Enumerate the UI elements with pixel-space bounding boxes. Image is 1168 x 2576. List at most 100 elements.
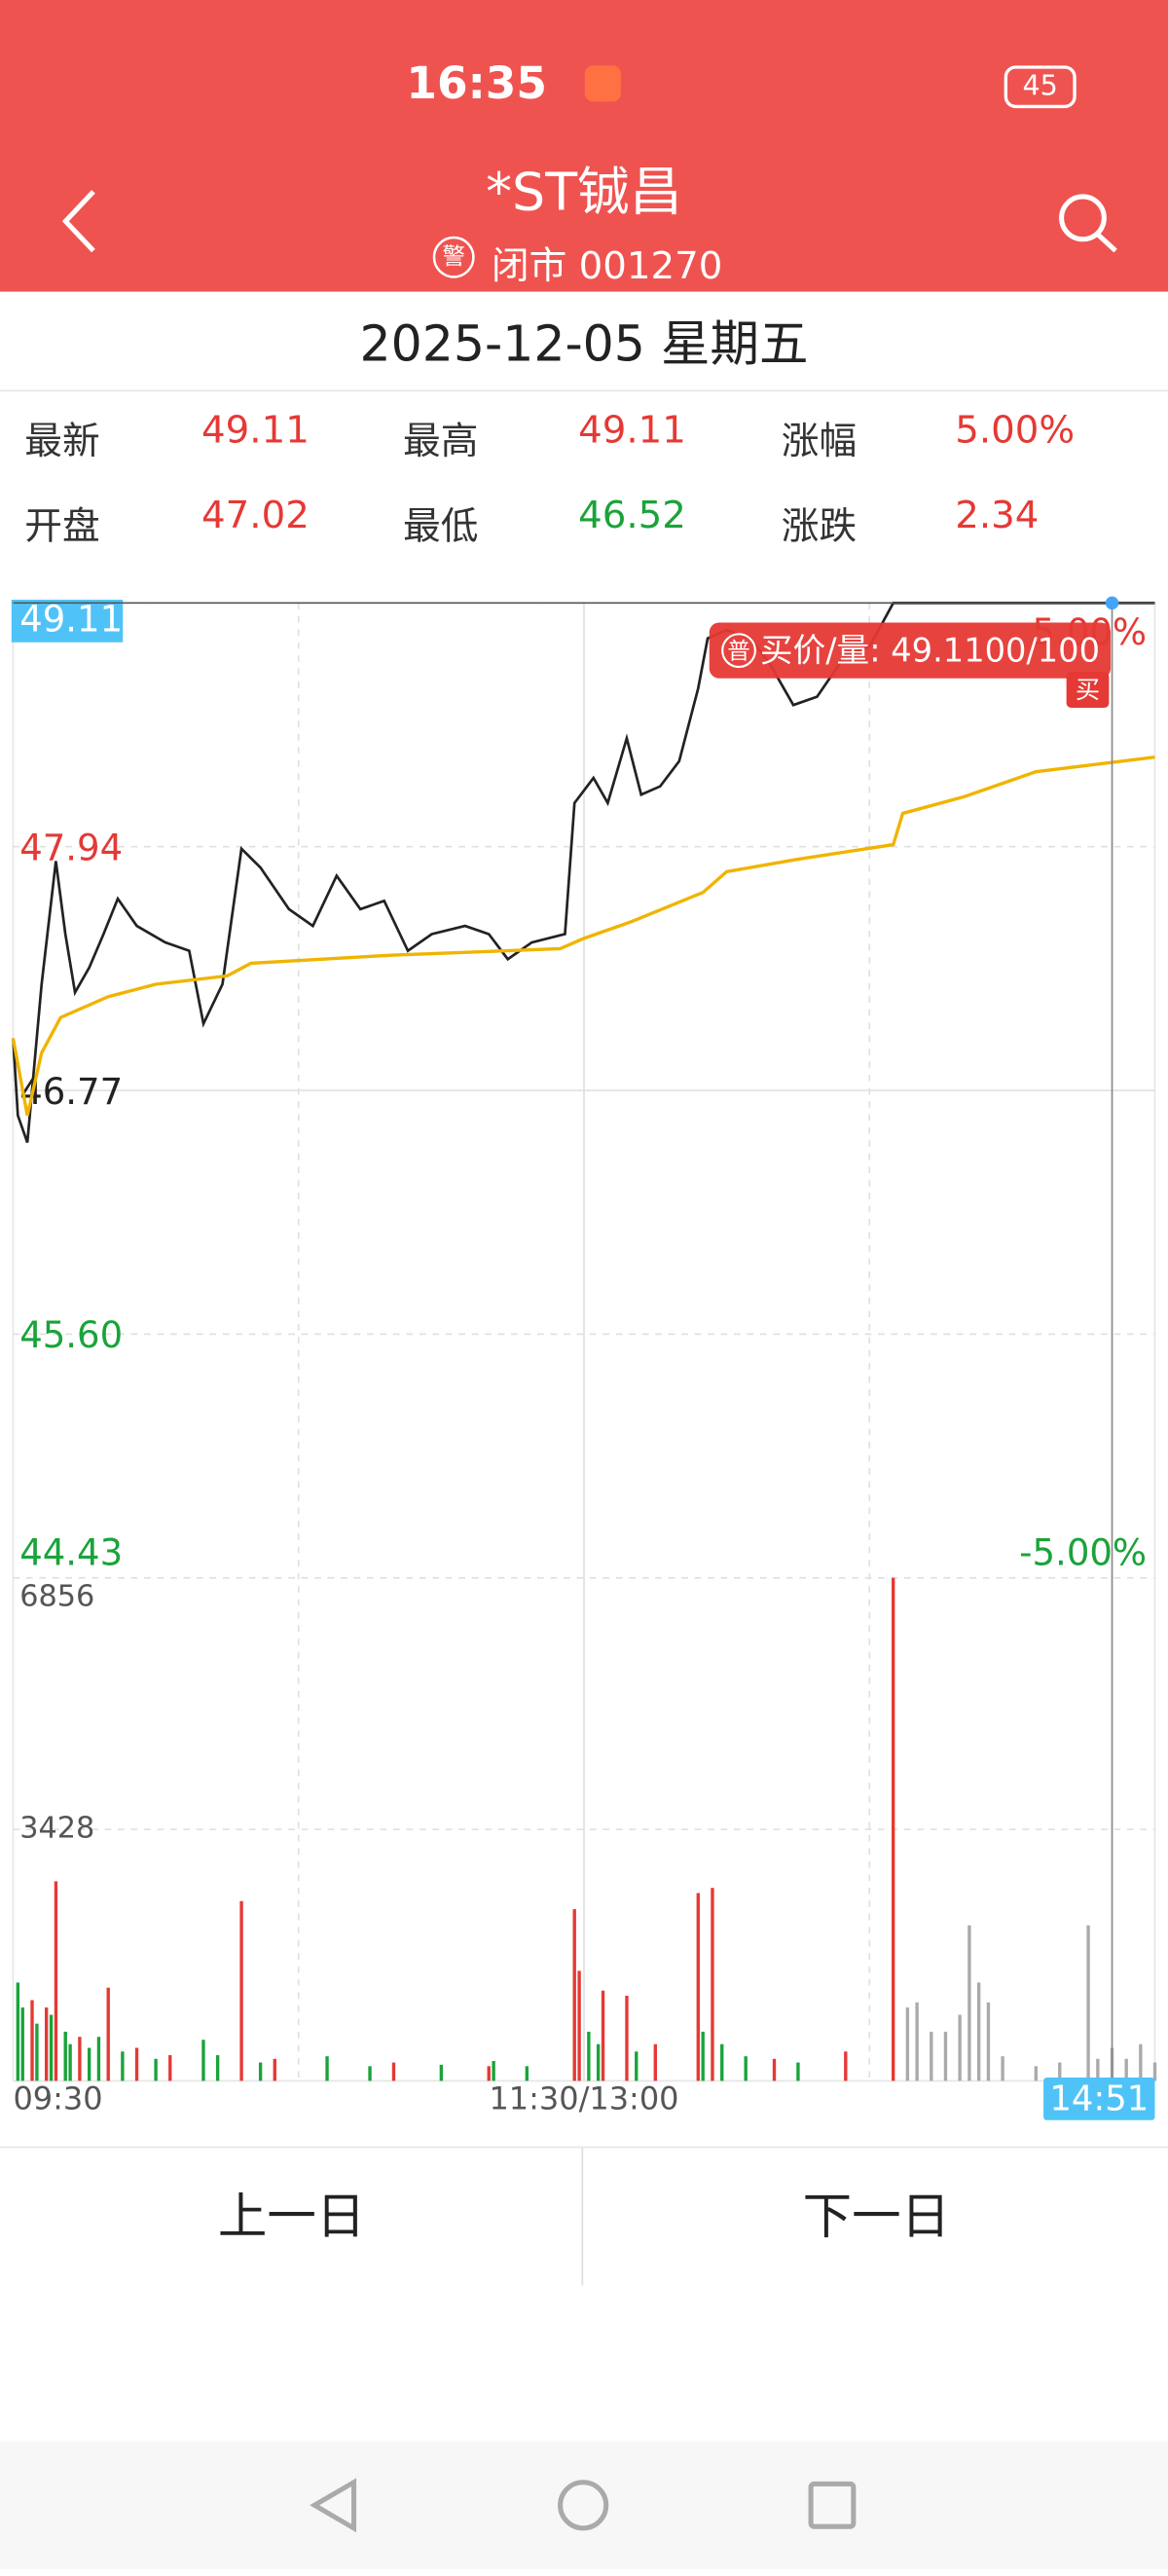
volume-bar (596, 2043, 601, 2081)
volume-bar (78, 2037, 82, 2081)
battery: 45 (1004, 65, 1077, 109)
volume-bar (711, 1888, 714, 2081)
x-tick-label: 11:30/13:00 (489, 2080, 678, 2117)
tooltip-bg (709, 622, 1112, 679)
volume-bar (1058, 2062, 1062, 2081)
next-day-button[interactable]: 下一日 (802, 2189, 951, 2247)
volume-bar (325, 2056, 329, 2081)
tooltip-badge-ring (721, 633, 756, 669)
volume-bar (701, 2031, 705, 2081)
nav-back[interactable] (310, 2478, 357, 2533)
y-tick-label: 49.11 (19, 598, 123, 640)
side-badge: 买 (1076, 676, 1100, 704)
x-tick-label: 09:30 (13, 2080, 102, 2117)
volume-bar (625, 1995, 629, 2081)
nav-recent[interactable] (808, 2481, 857, 2529)
volume-tick-label: 6856 (19, 1579, 94, 1613)
volume-bar (1034, 2066, 1039, 2081)
quote-value: 5.00% (955, 409, 1076, 453)
quote-label: 涨跌 (781, 506, 858, 549)
volume-bar (168, 2055, 172, 2081)
quote-label: 涨幅 (781, 421, 858, 464)
volume-bar (30, 2000, 34, 2081)
cursor-price-bg (11, 599, 124, 643)
header-icons (61, 190, 1117, 278)
volume-bar (49, 2014, 54, 2081)
nav-icons (310, 2478, 857, 2533)
cursor-dot (1105, 596, 1119, 610)
quote-label: 最新 (24, 421, 100, 464)
quote-value: 2.34 (955, 495, 1040, 538)
volume-bar (930, 2031, 933, 2081)
volume-bar (892, 1577, 895, 2081)
volume-bar (1124, 2058, 1128, 2081)
volume-tick-label: 3428 (19, 1812, 94, 1846)
price-line (11, 755, 1155, 1117)
side-badge-bg (1066, 672, 1110, 709)
quote-value: 47.02 (201, 495, 310, 538)
volume-bar (635, 2051, 639, 2081)
tooltip-badge: 普 (727, 637, 750, 664)
app-icon (584, 65, 621, 102)
volume-bar (68, 2043, 72, 2081)
volume-bar (35, 2023, 39, 2081)
badge: 警 (442, 243, 465, 271)
volume-bar (121, 2051, 125, 2081)
tooltip-text: 买价/量: 49.1100/100 (760, 631, 1100, 669)
volume-bar (239, 1900, 243, 2081)
quote-value: 46.52 (578, 495, 686, 538)
volume-bar (943, 2031, 948, 2081)
volume-bar (201, 2040, 205, 2081)
volume-bar (20, 2007, 24, 2081)
volume-bar (391, 2062, 396, 2081)
volume-bar (54, 1881, 58, 2081)
volume-bar (601, 1990, 605, 2081)
volume-bar (905, 2007, 910, 2081)
quote-label: 最高 (403, 421, 479, 464)
title: *ST铖昌 (486, 160, 682, 223)
volume-bar (1096, 2058, 1100, 2081)
buttons: 上一日 下一日 (0, 2146, 1168, 2286)
volume-bar (1139, 2043, 1143, 2081)
volume-bar (439, 2064, 444, 2081)
volume-bar (967, 1925, 971, 2081)
volume-bar (772, 2058, 777, 2081)
chart: 49.1147.9446.7745.6044.435.00%-5.00%6856… (11, 596, 1157, 2120)
volume-bar (258, 2062, 263, 2081)
nav-bar (0, 2441, 1168, 2569)
volume-bar (368, 2066, 372, 2081)
search-handle (1095, 232, 1117, 253)
volume-bar (958, 2014, 962, 2081)
date: 2025-12-05 星期五 (0, 292, 1168, 392)
volume-bar (16, 1982, 20, 2081)
cursor-x-label: 14:51 (1049, 2079, 1149, 2119)
volume-bar (525, 2066, 529, 2081)
nav-home[interactable] (558, 2480, 609, 2531)
quote-value: 49.11 (201, 409, 310, 453)
volume-bar (63, 2031, 67, 2081)
volume-bar (215, 2055, 220, 2081)
volume-bar (796, 2062, 800, 2081)
header: 16:35 45 *ST铖昌 警 闭市 001270 (0, 0, 1168, 292)
search-button[interactable] (1059, 194, 1107, 242)
quote-value: 49.11 (578, 409, 686, 453)
volume-bar (720, 2043, 724, 2081)
volume-bar (1152, 2062, 1157, 2081)
volume-bar (87, 2047, 91, 2081)
volume-bar (915, 2002, 919, 2081)
y-tick-label: 44.43 (19, 1532, 123, 1574)
quote-label: 开盘 (24, 506, 100, 549)
volume-bar (96, 2037, 101, 2081)
back-button[interactable] (61, 190, 95, 253)
volume-bar (487, 2066, 491, 2081)
volume-bar (744, 2056, 748, 2081)
status-time: 16:35 (406, 58, 548, 110)
volume-bar (273, 2058, 276, 2081)
prev-day-button[interactable]: 上一日 (217, 2189, 366, 2247)
volume-bar (986, 2002, 991, 2081)
subtitle: 闭市 001270 (491, 245, 723, 289)
volume-bar (577, 1970, 581, 2081)
badge-ring (432, 236, 475, 278)
volume-bar (653, 2043, 657, 2081)
volume-bar (492, 2061, 495, 2081)
